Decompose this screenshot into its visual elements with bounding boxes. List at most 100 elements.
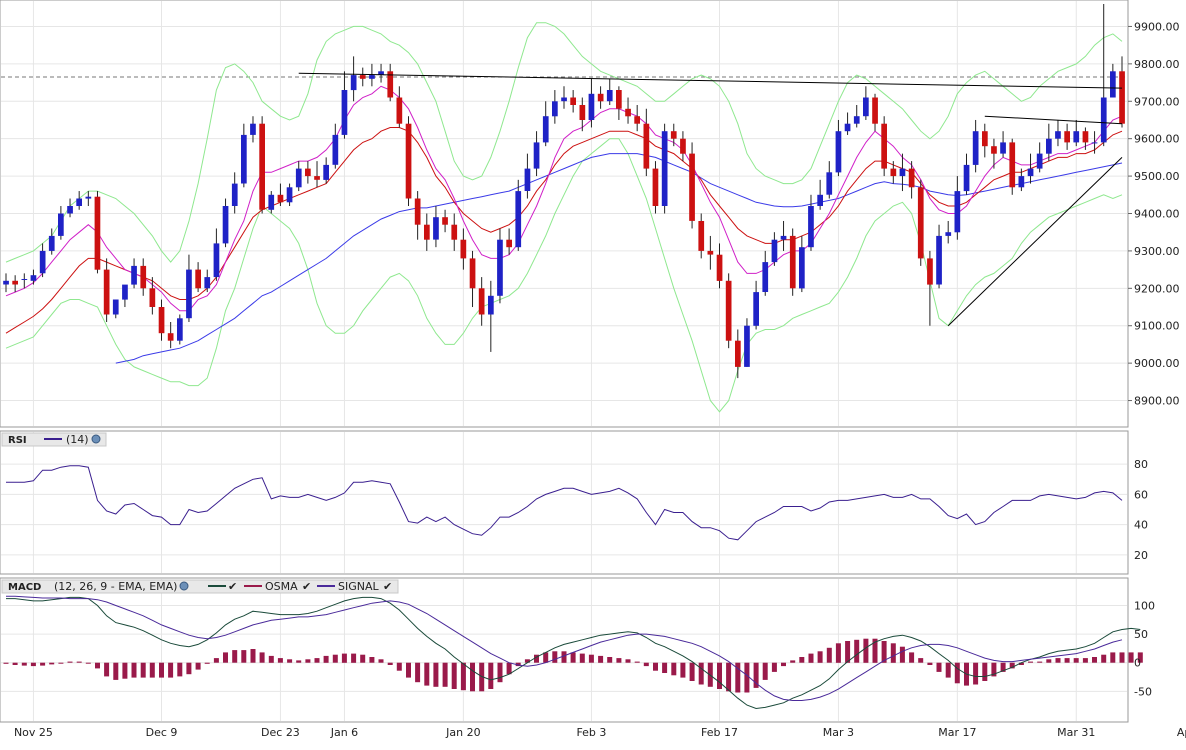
candle-body — [744, 325, 750, 367]
osma-bar — [406, 662, 411, 678]
osma-bar — [314, 658, 320, 663]
candle-body — [341, 90, 348, 135]
y-tick-label: 9300.00 — [1134, 245, 1180, 258]
y-tick-label: 80 — [1134, 458, 1148, 471]
candle-body — [680, 138, 686, 154]
candle-body — [231, 183, 238, 206]
macd-legend[interactable]: MACD (12, 26, 9 - EMA, EMA) ✔ OSMA ✔ SIG… — [1, 579, 399, 594]
check-icon[interactable]: ✔ — [383, 580, 392, 593]
ma-mid-line — [5, 127, 1123, 334]
osma-bar — [753, 662, 759, 688]
globe-icon[interactable] — [179, 581, 189, 591]
candle-body — [597, 93, 604, 102]
candle-body — [222, 206, 229, 244]
candle-body — [94, 196, 101, 270]
candle-body — [707, 250, 714, 255]
osma-bar — [104, 662, 110, 677]
osma-bar — [552, 651, 558, 663]
candle-body — [149, 288, 156, 307]
osma-bar — [534, 654, 539, 663]
candle-body — [213, 243, 220, 278]
osma-bar — [616, 658, 622, 663]
candle-body — [579, 105, 586, 120]
osma-bar — [433, 662, 439, 687]
rsi-line — [6, 465, 1123, 541]
osma-bar — [561, 651, 567, 663]
candle-body — [478, 288, 485, 315]
candle-body — [286, 187, 293, 203]
candle-body — [21, 279, 28, 280]
candle-body — [735, 340, 741, 367]
candle-body — [1091, 142, 1098, 144]
y-tick-label: 9600.00 — [1134, 133, 1180, 146]
candle-body — [158, 307, 165, 334]
candle-body — [1036, 153, 1043, 169]
candle-body — [808, 206, 814, 248]
osma-bar — [323, 655, 329, 663]
candle-body — [1027, 168, 1034, 177]
signal-legend-label: SIGNAL — [338, 580, 380, 593]
candle-body — [908, 168, 915, 188]
candle-body — [177, 318, 183, 341]
candle-body — [561, 97, 567, 102]
osma-bar — [3, 662, 9, 664]
osma-bar — [607, 657, 613, 663]
osma-bar — [30, 662, 36, 667]
osma-bar — [396, 662, 402, 671]
candle-body — [488, 295, 494, 315]
osma-bar — [762, 662, 768, 680]
y-tick-label: 100 — [1134, 599, 1155, 612]
osma-bar — [835, 643, 841, 663]
candle-body — [881, 123, 887, 169]
osma-bar — [936, 662, 942, 672]
osma-bar — [460, 662, 466, 691]
check-icon[interactable]: ✔ — [302, 580, 311, 593]
osma-bar — [945, 662, 951, 678]
x-tick-label: Jan 6 — [330, 726, 358, 739]
candle-body — [917, 187, 924, 259]
osma-bar — [85, 662, 91, 664]
candle-body — [991, 146, 997, 154]
candle-body — [122, 284, 128, 300]
candle-body — [305, 168, 311, 177]
check-icon[interactable]: ✔ — [228, 580, 237, 593]
osma-bar — [643, 662, 649, 667]
osma-bar — [790, 660, 796, 663]
candle-body — [369, 75, 375, 79]
x-tick-label: Mar 3 — [823, 726, 854, 739]
osma-bar — [625, 659, 631, 663]
x-tick-label: Feb 3 — [576, 726, 606, 739]
osma-bar — [113, 662, 119, 680]
y-tick-label: 9900.00 — [1134, 20, 1180, 33]
osma-bar — [881, 641, 887, 663]
osma-bar — [387, 662, 393, 665]
candle-body — [12, 280, 18, 285]
candle-body — [533, 142, 540, 169]
osma-bar — [369, 657, 375, 663]
globe-icon[interactable] — [91, 434, 101, 444]
candle-body — [972, 131, 979, 165]
osma-bar — [524, 659, 530, 663]
osma-bar — [506, 662, 512, 675]
rsi-legend[interactable]: RSI (14) — [1, 432, 107, 447]
osma-bar — [726, 662, 732, 692]
osma-bar — [497, 662, 503, 683]
y-tick-label: 40 — [1134, 519, 1148, 532]
osma-bar — [698, 662, 704, 685]
candle-body — [204, 277, 211, 289]
osma-bar — [909, 652, 915, 663]
osma-bar — [653, 662, 658, 671]
osma-bar — [12, 662, 18, 665]
candle-body — [863, 97, 869, 117]
candle-body — [606, 90, 613, 102]
candle-body — [570, 97, 576, 105]
osma-bar — [168, 662, 174, 678]
candle-body — [314, 176, 320, 180]
candle-body — [1009, 142, 1016, 188]
osma-bar — [1137, 652, 1143, 663]
osma-bar — [808, 653, 814, 663]
candle-body — [542, 116, 549, 143]
candle-body — [982, 131, 988, 147]
candle-body — [378, 71, 384, 75]
candle-body — [186, 269, 192, 319]
